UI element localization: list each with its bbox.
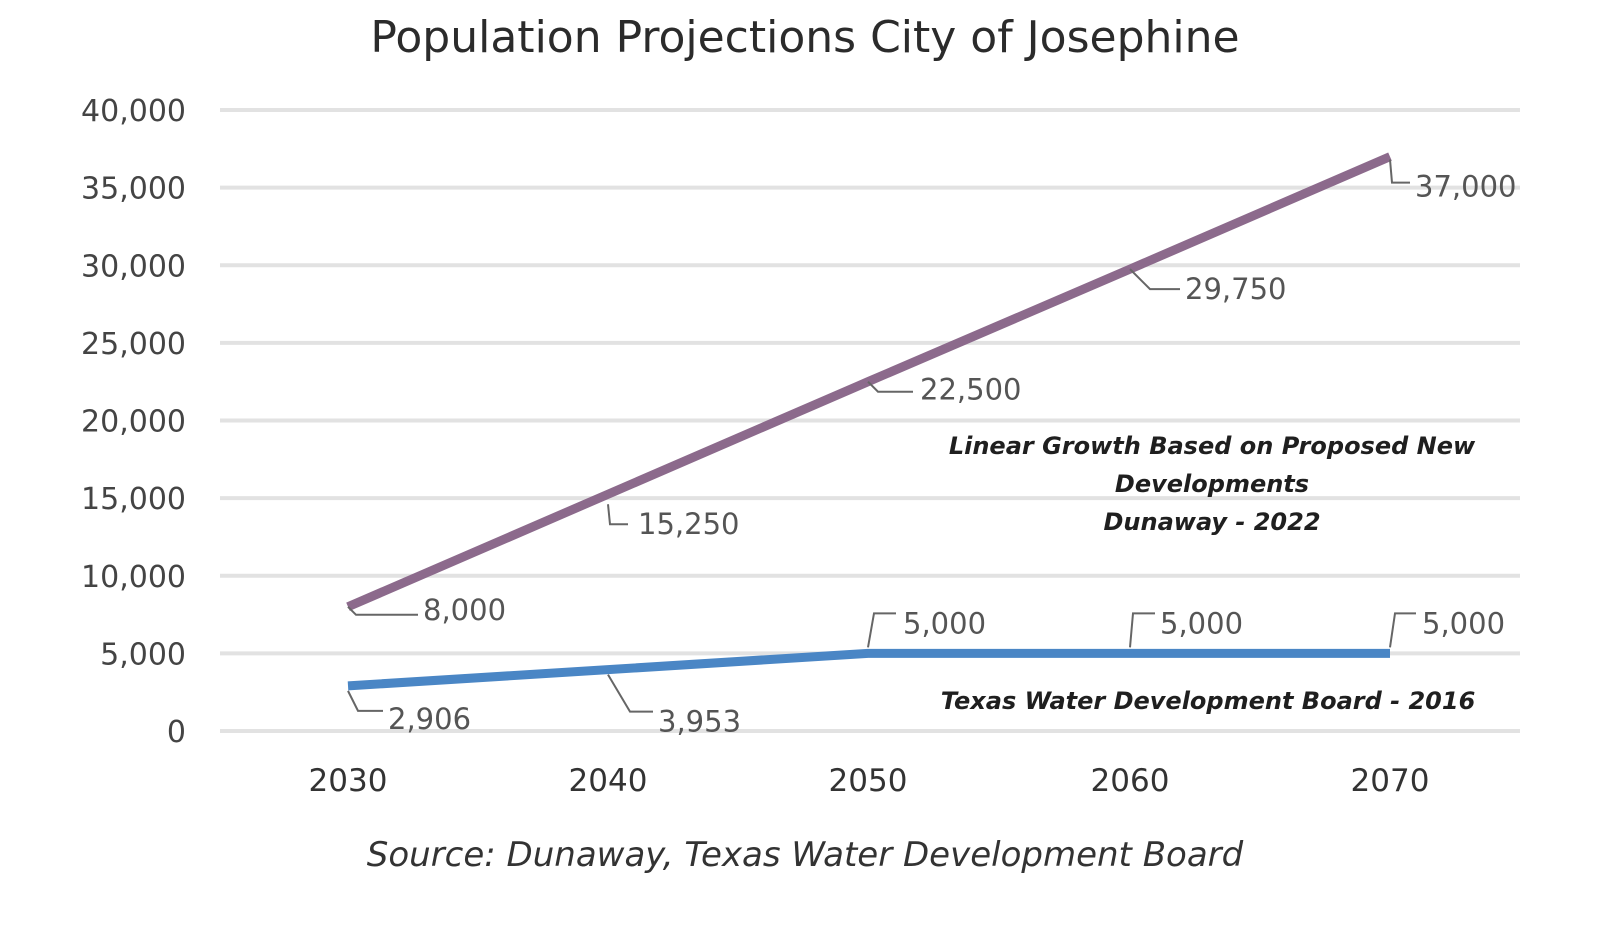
series-annotation-dunaway: Dunaway - 2022 [1103,508,1320,536]
x-tick-label: 2050 [829,763,908,799]
y-tick-label: 15,000 [81,482,186,517]
data-label-leader [607,674,653,713]
data-label-leader [1129,612,1155,648]
data-label: 2,906 [388,702,471,736]
y-tick-label: 10,000 [81,560,186,595]
series-line-twdb [347,648,1390,691]
y-tick-label: 40,000 [81,94,186,129]
y-axis-ticks: 0 5,000 10,000 15,000 20,000 25,000 30,000 35,0… [81,94,186,750]
data-label-leader [867,612,896,648]
data-label: 5,000 [903,606,986,640]
series-annotations: Linear Growth Based on Proposed New Devel… [941,432,1476,715]
x-tick-label: 2060 [1091,763,1170,799]
data-label-leader [607,504,628,526]
y-tick-label: 5,000 [100,637,186,672]
y-tick-label: 20,000 [81,405,186,440]
data-label: 8,000 [423,593,506,627]
data-label: 5,000 [1160,606,1243,640]
series-annotation-twdb: Texas Water Development Board - 2016 [941,687,1476,715]
data-labels: 8,000 15,250 22,500 29,750 37,000 2,906 3,953 5… [347,159,1516,739]
data-label: 5,000 [1422,606,1505,640]
data-label: 29,750 [1185,272,1286,306]
data-label-leader [347,690,383,712]
data-label-leader [867,380,913,393]
chart-title: Population Projections City of Josephine [370,12,1239,63]
data-label: 37,000 [1415,170,1516,204]
series-annotation-dunaway: Linear Growth Based on Proposed New [949,432,1476,460]
data-label-leader [1389,159,1410,184]
data-label: 15,250 [638,507,739,541]
y-tick-label: 30,000 [81,249,186,284]
data-label-leader [1129,268,1180,291]
x-tick-label: 2070 [1351,763,1430,799]
y-tick-label: 35,000 [81,172,186,207]
data-label: 22,500 [920,373,1021,407]
x-axis-ticks: 2030 2040 2050 2060 2070 [309,763,1430,799]
y-tick-label: 25,000 [81,327,186,362]
gridlines [220,108,1520,733]
chart-source-note: Source: Dunaway, Texas Water Development… [367,835,1244,875]
x-tick-label: 2030 [309,763,388,799]
y-tick-label: 0 [167,715,186,750]
x-tick-label: 2040 [569,763,648,799]
series-annotation-dunaway: Developments [1115,470,1309,498]
data-label-leader [347,606,418,616]
data-label-leader [1389,612,1416,648]
data-label: 3,953 [658,705,741,739]
